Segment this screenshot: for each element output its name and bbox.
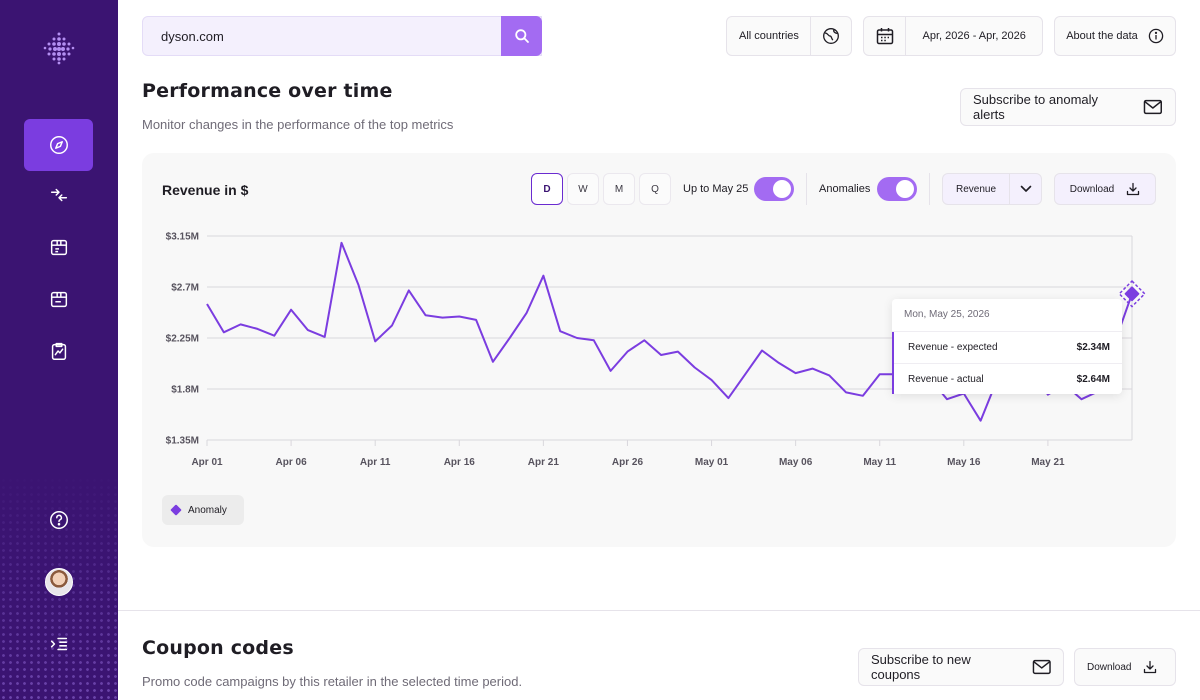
- box-icon: [50, 239, 67, 256]
- chevron-down-icon: [1020, 185, 1031, 192]
- anomaly-marker-ring: [1118, 280, 1146, 308]
- x-tick-label: Apr 16: [444, 457, 476, 468]
- calendar-icon: [876, 28, 893, 45]
- period-quarter-button[interactable]: Q: [639, 173, 671, 205]
- collapse-menu-icon: [50, 637, 67, 651]
- section-divider: [118, 610, 1200, 611]
- tooltip-value: $2.34M: [1076, 342, 1110, 353]
- coupons-download-label: Download: [1087, 661, 1132, 673]
- period-week-button[interactable]: W: [567, 173, 599, 205]
- x-tick-label: May 21: [1031, 457, 1065, 468]
- mail-icon: [1144, 99, 1163, 115]
- divider: [929, 173, 930, 205]
- avatar[interactable]: [45, 568, 73, 596]
- coupons-subtitle: Promo code campaigns by this retailer in…: [142, 674, 523, 689]
- x-tick-label: Apr 26: [612, 457, 644, 468]
- y-tick-label: $3.15M: [166, 232, 199, 243]
- search-field[interactable]: dyson.com: [142, 16, 542, 56]
- y-tick-label: $2.25M: [166, 334, 199, 345]
- revenue-chart-card: Revenue in $ D W M Q Up to May 25 Anomal…: [142, 153, 1176, 547]
- y-tick-label: $2.7M: [171, 283, 199, 294]
- subscribe-anomaly-label: Subscribe to anomaly alerts: [973, 92, 1099, 122]
- x-tick-label: Apr 01: [191, 457, 223, 468]
- download-icon: [1144, 660, 1157, 674]
- page-subtitle: Monitor changes in the performance of th…: [142, 117, 454, 132]
- date-range-selector[interactable]: Apr, 2026 - Apr, 2026: [863, 16, 1043, 56]
- chart-download-label: Download: [1069, 183, 1115, 195]
- tooltip-value: $2.64M: [1076, 374, 1110, 385]
- upto-toggle[interactable]: [754, 177, 794, 201]
- divider: [806, 173, 807, 205]
- sidebar-item-catalog[interactable]: [24, 273, 93, 325]
- compass-icon: [49, 136, 68, 154]
- tooltip-label: Revenue - expected: [908, 342, 998, 353]
- sidebar-item-compare[interactable]: [24, 169, 93, 221]
- tooltip-row-actual: Revenue - actual $2.64M: [892, 363, 1122, 395]
- upto-label: Up to May 25: [683, 183, 749, 195]
- x-tick-label: May 11: [863, 457, 896, 468]
- logo-icon[interactable]: [41, 30, 77, 66]
- sidebar-item-products[interactable]: [24, 221, 93, 273]
- download-icon: [1127, 182, 1140, 196]
- x-tick-label: May 01: [695, 457, 729, 468]
- package-icon: [50, 291, 67, 308]
- anomaly-diamond-icon: [170, 504, 182, 516]
- chart-download-button[interactable]: Download: [1054, 173, 1156, 205]
- compare-arrows-icon: [50, 188, 67, 202]
- legend-label: Anomaly: [188, 504, 227, 516]
- x-tick-label: Apr 06: [276, 457, 308, 468]
- date-range-label: Apr, 2026 - Apr, 2026: [905, 17, 1042, 55]
- anomalies-toggle[interactable]: [877, 177, 917, 201]
- sidebar-item-explore[interactable]: [24, 119, 93, 171]
- sidebar-item-reports[interactable]: [24, 325, 93, 377]
- search-input[interactable]: dyson.com: [161, 29, 224, 44]
- sidebar-item-help[interactable]: [24, 494, 93, 546]
- revenue-line-chart: $3.15M $2.7M $2.25M $1.8M $1.35M Apr 01 Apr 06…: [166, 232, 1146, 468]
- period-month-button[interactable]: M: [603, 173, 635, 205]
- search-icon: [514, 29, 529, 43]
- x-tick-label: May 16: [947, 457, 981, 468]
- tooltip-row-expected: Revenue - expected $2.34M: [892, 331, 1122, 363]
- chart-title: Revenue in $: [162, 182, 249, 198]
- page-title: Performance over time: [142, 80, 393, 102]
- coupons-download-button[interactable]: Download: [1074, 648, 1176, 686]
- about-data-button[interactable]: About the data: [1054, 16, 1176, 56]
- country-selector[interactable]: All countries: [726, 16, 852, 56]
- coupons-title: Coupon codes: [142, 637, 294, 659]
- chart-tooltip: Mon, May 25, 2026 Revenue - expected $2.…: [892, 299, 1122, 394]
- sidebar: [0, 0, 118, 700]
- x-tick-label: May 06: [779, 457, 813, 468]
- sidebar-collapse-button[interactable]: [24, 618, 93, 670]
- x-tick-label: Apr 21: [528, 457, 560, 468]
- country-label: All countries: [739, 30, 799, 42]
- anomalies-label: Anomalies: [819, 183, 871, 195]
- chart-legend[interactable]: Anomaly: [162, 495, 244, 525]
- revenue-series-line: [206, 241, 1133, 422]
- about-data-label: About the data: [1066, 30, 1138, 42]
- help-icon: [49, 511, 68, 529]
- subscribe-coupons-label: Subscribe to new coupons: [871, 652, 971, 682]
- globe-icon: [822, 28, 839, 44]
- y-tick-label: $1.8M: [171, 385, 199, 396]
- tooltip-label: Revenue - actual: [908, 374, 984, 385]
- tooltip-accent-bar: [892, 332, 894, 394]
- subscribe-anomaly-button[interactable]: Subscribe to anomaly alerts: [960, 88, 1176, 126]
- tooltip-date: Mon, May 25, 2026: [904, 309, 990, 320]
- info-icon: [1148, 28, 1164, 44]
- y-tick-label: $1.35M: [166, 436, 199, 447]
- period-day-button[interactable]: D: [531, 173, 563, 205]
- mail-icon: [1032, 659, 1051, 675]
- metric-select[interactable]: Revenue: [942, 173, 1042, 205]
- x-tick-label: Apr 11: [360, 457, 391, 468]
- subscribe-coupons-button[interactable]: Subscribe to new coupons: [858, 648, 1064, 686]
- anomaly-marker: [1124, 286, 1140, 302]
- metric-select-label: Revenue: [955, 183, 997, 195]
- search-button[interactable]: [501, 16, 542, 56]
- main-content: dyson.com All countries Apr, 2026 - Apr,…: [118, 0, 1200, 700]
- clipboard-chart-icon: [51, 342, 66, 360]
